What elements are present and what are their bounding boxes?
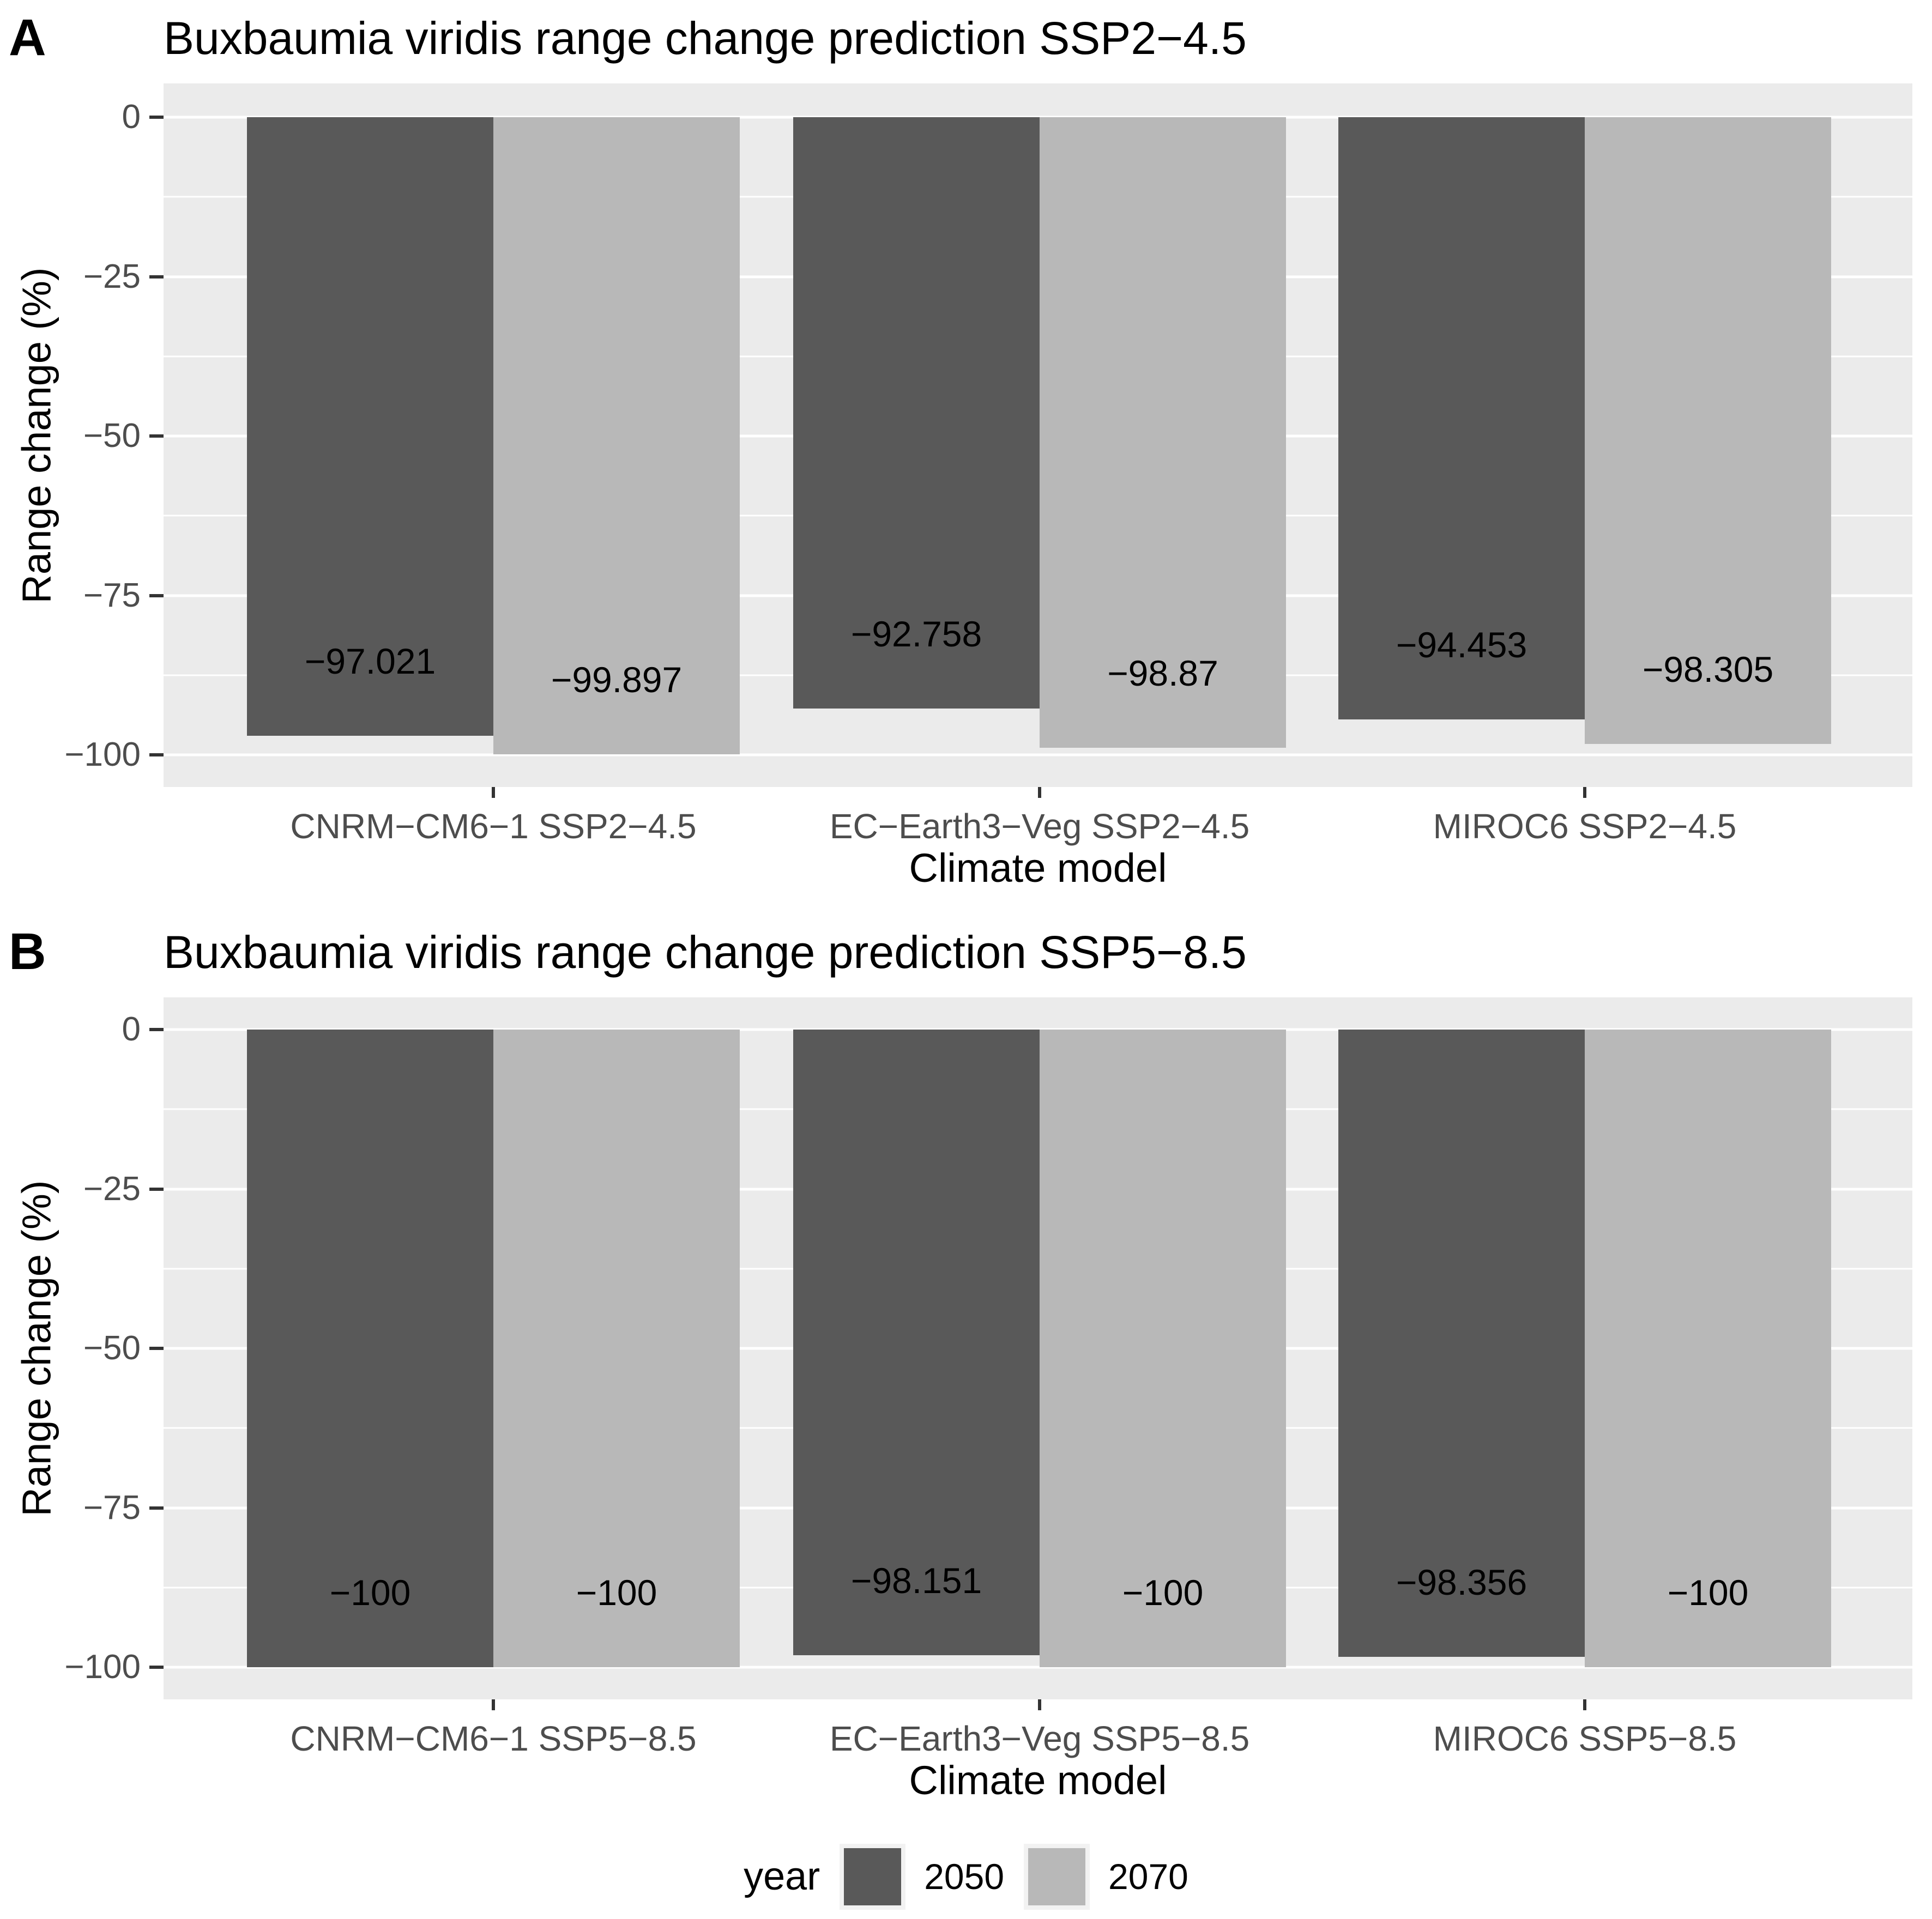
bar-2070 — [1040, 117, 1286, 748]
panel-a-plot-area: −97.021 −92.758 −94.453 −99.897 −98.87 −98.30… — [164, 83, 1912, 787]
y-axis-tick — [149, 275, 164, 279]
x-axis-tick-label: EC−Earth3−Veg SSP2−4.5 — [829, 807, 1250, 846]
panel-b-plot-area: −100 −98.151 −98.356 −100 −100 −100 — [164, 997, 1912, 1699]
bar-value-label: −98.151 — [850, 1560, 982, 1601]
y-axis-tick — [149, 753, 164, 756]
legend-label-2070: 2070 — [1108, 1856, 1188, 1897]
x-axis-tick-label: CNRM−CM6−1 SSP5−8.5 — [290, 1719, 697, 1758]
y-axis-tick-label: −50 — [83, 1329, 141, 1367]
y-axis-tick-label: −25 — [83, 257, 141, 295]
y-axis-tick-label: −75 — [83, 576, 141, 614]
panel-b-title: Buxbaumia viridis range change predictio… — [164, 927, 1247, 978]
gridline-major — [164, 1666, 1912, 1669]
x-axis-tick-label: CNRM−CM6−1 SSP2−4.5 — [290, 807, 697, 846]
panel-a-x-axis-title: Climate model — [909, 845, 1167, 891]
y-axis-tick-label: 0 — [122, 98, 141, 136]
bar-2070 — [493, 1030, 740, 1667]
y-axis-tick — [149, 1028, 164, 1031]
legend-swatch-2070 — [1024, 1843, 1090, 1910]
x-axis-tick-label: MIROC6 SSP2−4.5 — [1433, 807, 1737, 846]
bar-2050 — [247, 117, 493, 736]
x-axis-tick — [492, 787, 495, 798]
bar-2050 — [247, 1030, 493, 1667]
panel-b-tag: B — [9, 923, 46, 980]
y-axis-tick — [149, 434, 164, 438]
y-axis-tick-label: −25 — [83, 1170, 141, 1208]
x-axis-tick — [1583, 1699, 1586, 1710]
y-axis-tick-label: −100 — [64, 1648, 141, 1686]
bar-2050 — [793, 117, 1040, 709]
bar-2070 — [1040, 1030, 1286, 1667]
y-axis-tick — [149, 1187, 164, 1191]
y-axis-tick-label: 0 — [122, 1010, 141, 1048]
panel-a-tag: A — [9, 9, 46, 66]
legend-swatch-2050 — [840, 1843, 906, 1910]
bar-value-label: −94.453 — [1396, 625, 1528, 665]
bar-value-label: −98.87 — [1107, 652, 1218, 693]
bar-value-label: −98.305 — [1642, 649, 1774, 690]
panel-b-x-axis-title: Climate model — [909, 1758, 1167, 1803]
x-axis-tick — [492, 1699, 495, 1710]
y-axis-tick-label: −50 — [83, 417, 141, 455]
panel-a-title: Buxbaumia viridis range change predictio… — [164, 13, 1247, 64]
bar-2070 — [1585, 1030, 1831, 1667]
bar-2070 — [493, 117, 740, 754]
x-axis-tick-label: EC−Earth3−Veg SSP5−8.5 — [829, 1719, 1250, 1758]
bar-2050 — [793, 1030, 1040, 1656]
x-axis-tick-label: MIROC6 SSP5−8.5 — [1433, 1719, 1737, 1758]
y-axis-tick-label: −100 — [64, 736, 141, 773]
bar-value-label: −98.356 — [1396, 1561, 1528, 1602]
y-axis-tick — [149, 1347, 164, 1350]
bar-value-label: −99.897 — [551, 659, 683, 700]
x-axis-tick — [1583, 787, 1586, 798]
y-axis-tick — [149, 116, 164, 119]
y-axis-tick — [149, 594, 164, 597]
bar-value-label: −100 — [1667, 1572, 1749, 1613]
legend-item-2070: 2070 — [1024, 1843, 1188, 1910]
y-axis-tick — [149, 1506, 164, 1510]
legend-label-2050: 2050 — [924, 1856, 1005, 1897]
bar-2050 — [1338, 1030, 1585, 1657]
y-axis-tick — [149, 1666, 164, 1669]
bar-2070 — [1585, 117, 1831, 744]
legend-title: year — [744, 1855, 820, 1898]
x-axis-tick — [1038, 1699, 1041, 1710]
bar-value-label: −100 — [1122, 1572, 1204, 1613]
legend-item-2050: 2050 — [840, 1843, 1005, 1910]
x-axis-tick — [1038, 787, 1041, 798]
bar-value-label: −97.021 — [304, 641, 436, 682]
bar-2050 — [1338, 117, 1585, 720]
y-axis-tick-label: −75 — [83, 1488, 141, 1527]
bar-value-label: −100 — [329, 1572, 411, 1613]
bar-value-label: −100 — [576, 1572, 657, 1613]
bar-value-label: −92.758 — [850, 614, 982, 655]
legend: year 2050 2070 — [0, 1841, 1932, 1912]
gridline-major — [164, 753, 1912, 756]
